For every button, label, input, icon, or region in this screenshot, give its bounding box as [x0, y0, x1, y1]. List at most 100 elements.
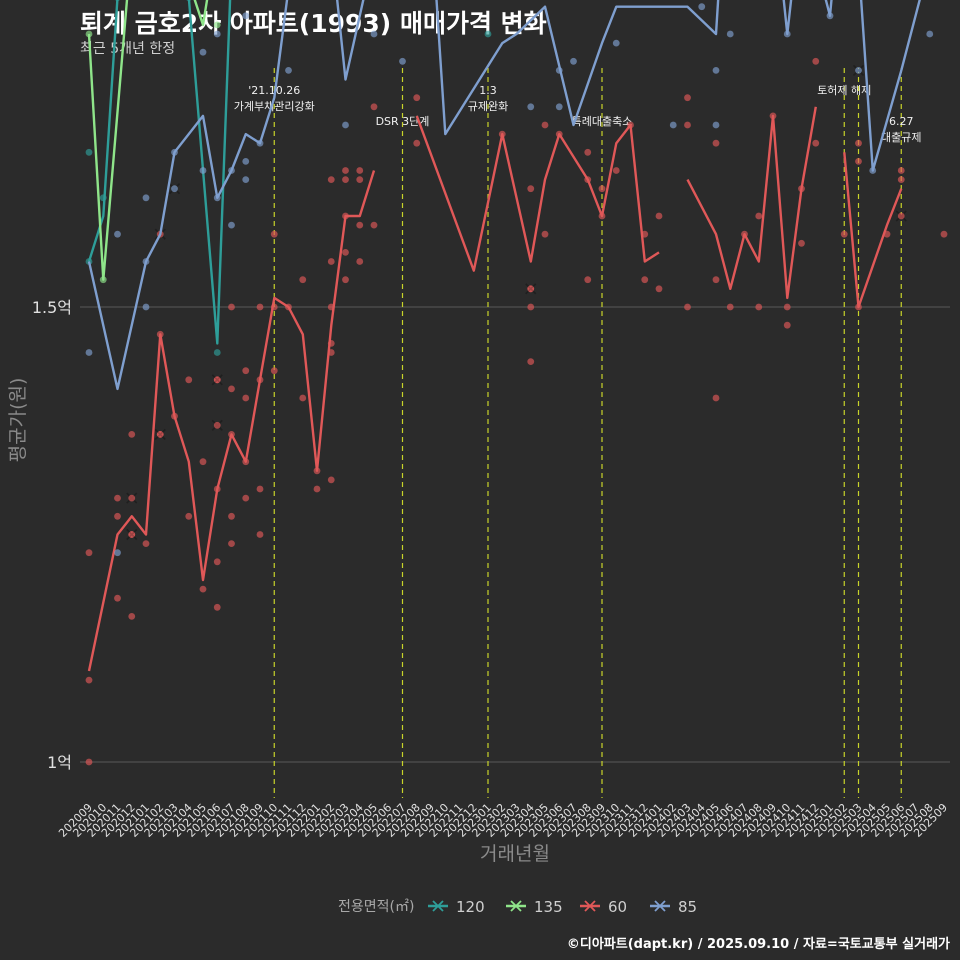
legend-item-85[interactable]: 85: [650, 898, 697, 916]
data-point: [840, 230, 848, 238]
data-point: [356, 221, 364, 229]
series-layer: [85, 0, 948, 766]
legend-key-cross: [432, 900, 444, 912]
data-point: [413, 94, 421, 102]
data-point: [342, 276, 349, 284]
data-point: [199, 458, 207, 466]
series-line: [415, 115, 660, 272]
data-point: [726, 303, 734, 311]
data-point: [85, 148, 93, 156]
series-60: [85, 57, 948, 766]
data-point: [242, 12, 250, 20]
data-point: [213, 603, 221, 611]
data-point: [570, 57, 577, 65]
data-point: [612, 167, 620, 174]
data-point: [527, 103, 535, 111]
data-point: [299, 276, 307, 284]
legend-item-135[interactable]: 135: [506, 898, 563, 916]
event-label: 특례대출축소: [572, 115, 633, 128]
data-point: [242, 176, 250, 184]
legend-key-cross: [584, 900, 596, 912]
data-point: [370, 221, 378, 229]
data-point: [171, 185, 178, 193]
x-tick-labels: 2020092020102020112020122021012021022021…: [56, 801, 950, 840]
data-point: [356, 258, 364, 265]
event-label: 규제완화: [468, 100, 508, 113]
data-point: [242, 494, 250, 502]
data-point: [342, 167, 349, 174]
data-point: [755, 212, 763, 220]
data-point: [114, 494, 121, 502]
data-point: [199, 167, 207, 174]
data-point: [199, 48, 207, 56]
data-point: [270, 230, 278, 238]
data-point: [712, 394, 720, 402]
series-line: [87, 0, 921, 391]
data-point: [213, 421, 221, 429]
data-point: [213, 21, 221, 29]
data-point: [541, 230, 549, 238]
data-point: [228, 221, 235, 229]
series-line: [843, 152, 903, 309]
data-point: [484, 30, 492, 38]
data-point: [327, 258, 335, 265]
data-point: [783, 321, 791, 329]
data-point: [541, 121, 549, 129]
data-point: [684, 303, 691, 311]
data-point: [256, 485, 264, 493]
data-point: [228, 512, 235, 520]
data-point: [256, 303, 264, 311]
grid-lines: [80, 306, 950, 763]
event-label: 1.3: [479, 84, 497, 97]
data-point: [399, 57, 406, 65]
data-point: [185, 512, 193, 520]
y-tick-labels: 1억1.5억2억2.5억: [32, 298, 72, 772]
data-point: [798, 239, 805, 247]
data-point: [555, 103, 563, 111]
data-point: [85, 549, 93, 557]
event-label: 토허제 해제: [817, 83, 871, 97]
data-point: [413, 139, 421, 147]
data-point: [897, 167, 905, 174]
page-title: 퇴계 금호2차 아파트(1993) 매매가격 변화: [80, 9, 547, 38]
data-point: [655, 212, 663, 220]
legend-item-120[interactable]: 120: [428, 898, 485, 916]
data-point: [213, 558, 221, 566]
y-axis-title: 평균가(원): [7, 378, 29, 463]
data-point: [128, 613, 136, 620]
data-point: [712, 67, 720, 74]
data-point: [114, 594, 121, 602]
legend-item-60[interactable]: 60: [580, 898, 627, 916]
data-point: [755, 303, 763, 311]
event-label: 6.27: [889, 115, 914, 128]
data-point: [855, 139, 862, 147]
data-point: [85, 349, 93, 356]
data-point: [855, 158, 862, 165]
data-point: [228, 540, 235, 547]
y-tick-label: 1.5억: [32, 298, 72, 317]
data-point: [142, 303, 150, 311]
legend-label: 60: [608, 898, 627, 916]
data-point: [584, 276, 592, 284]
data-point: [185, 376, 193, 384]
data-point: [242, 394, 250, 402]
event-label: DSR 3단계: [376, 115, 430, 128]
data-point: [655, 285, 663, 293]
series-line: [87, 170, 376, 672]
event-label: 대출규제: [881, 131, 921, 144]
data-point: [114, 549, 121, 557]
data-point: [128, 494, 136, 502]
data-point: [85, 676, 93, 684]
data-point: [228, 385, 235, 393]
source-caption: ©디아파트(dapt.kr) / 2025.09.10 / 자료=국토교통부 실…: [566, 937, 950, 952]
data-point: [256, 531, 264, 538]
legend-label: 85: [678, 898, 697, 916]
data-point: [299, 394, 307, 402]
data-point: [313, 485, 321, 493]
data-point: [527, 285, 535, 293]
data-point: [712, 121, 720, 129]
data-point: [199, 585, 207, 593]
data-point: [855, 67, 862, 74]
